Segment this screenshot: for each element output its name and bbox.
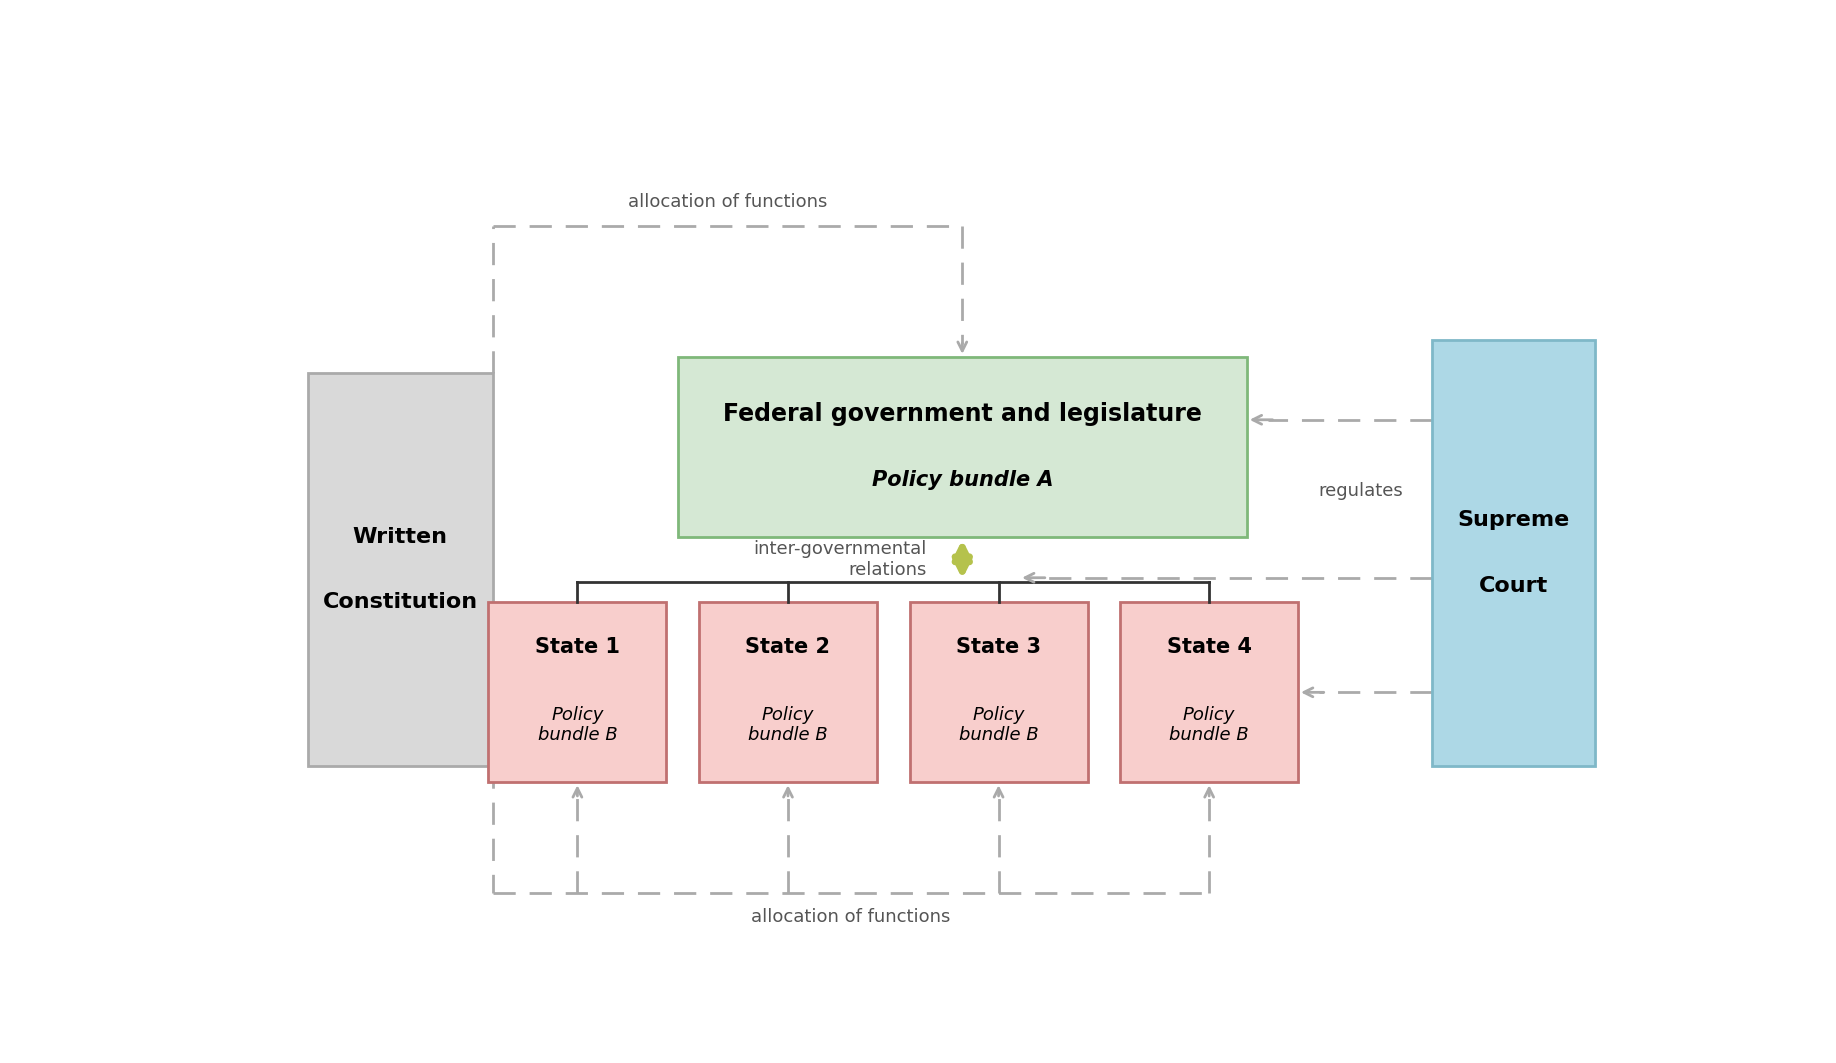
FancyBboxPatch shape xyxy=(1432,340,1595,766)
Text: Written: Written xyxy=(353,527,448,546)
FancyBboxPatch shape xyxy=(700,603,878,782)
Text: State 1: State 1 xyxy=(534,638,621,657)
FancyBboxPatch shape xyxy=(909,603,1087,782)
Text: Policy
bundle B: Policy bundle B xyxy=(747,706,828,744)
Text: Policy
bundle B: Policy bundle B xyxy=(1170,706,1248,744)
Text: Policy bundle A: Policy bundle A xyxy=(872,470,1054,490)
FancyBboxPatch shape xyxy=(488,603,666,782)
Text: allocation of functions: allocation of functions xyxy=(628,193,828,212)
Text: inter-governmental
relations: inter-governmental relations xyxy=(753,540,927,578)
Text: Federal government and legislature: Federal government and legislature xyxy=(723,402,1203,426)
FancyBboxPatch shape xyxy=(677,357,1247,537)
FancyBboxPatch shape xyxy=(308,373,492,766)
FancyBboxPatch shape xyxy=(1120,603,1298,782)
Text: State 3: State 3 xyxy=(957,638,1041,657)
Text: Court: Court xyxy=(1480,576,1548,596)
Text: State 2: State 2 xyxy=(745,638,830,657)
Text: allocation of functions: allocation of functions xyxy=(751,908,951,926)
Text: Constitution: Constitution xyxy=(323,592,477,612)
Text: regulates: regulates xyxy=(1318,482,1403,500)
Text: Policy
bundle B: Policy bundle B xyxy=(538,706,617,744)
Text: Supreme: Supreme xyxy=(1458,510,1570,530)
Text: Policy
bundle B: Policy bundle B xyxy=(958,706,1039,744)
Text: State 4: State 4 xyxy=(1166,638,1252,657)
